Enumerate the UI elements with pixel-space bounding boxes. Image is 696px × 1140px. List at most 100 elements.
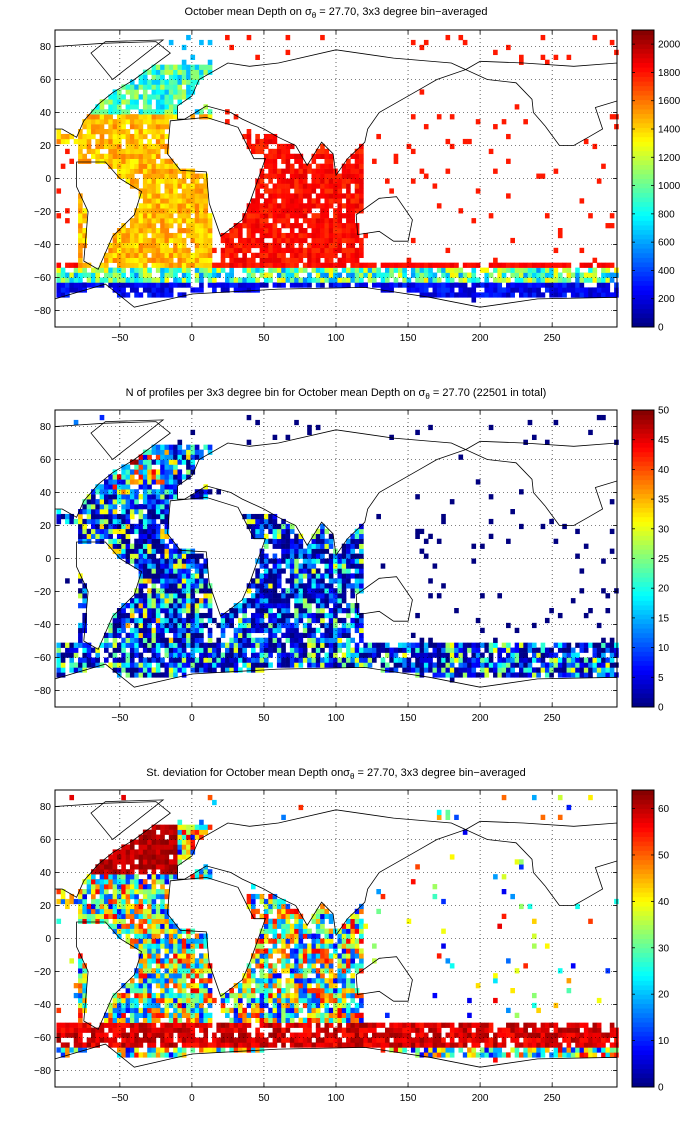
data-cell (289, 553, 295, 559)
data-cell (328, 173, 334, 179)
data-cell (151, 859, 157, 865)
data-cell (432, 662, 438, 668)
data-cell (246, 133, 252, 140)
data-cell (138, 464, 144, 470)
data-cell (294, 647, 299, 653)
data-cell (315, 608, 321, 614)
data-cell (112, 89, 118, 95)
data-cell (272, 282, 278, 288)
data-cell (147, 983, 152, 989)
data-cell (562, 262, 567, 268)
data-cell (99, 119, 105, 125)
data-cell (65, 642, 70, 648)
data-cell (112, 647, 118, 653)
data-cell (168, 1037, 174, 1043)
data-cell (164, 69, 170, 75)
data-cell (276, 528, 282, 535)
data-cell (142, 133, 148, 140)
data-cell (186, 267, 191, 273)
data-cell (324, 267, 330, 273)
data-cell (168, 444, 174, 450)
data-cell (181, 69, 187, 75)
data-cell (186, 548, 191, 554)
data-cell (242, 637, 247, 643)
data-cell (138, 622, 144, 629)
data-cell (155, 523, 161, 530)
data-cell (255, 583, 260, 589)
data-cell (168, 104, 174, 110)
data-cell (125, 632, 131, 638)
data-cell (164, 143, 170, 150)
data-cell (125, 173, 131, 179)
data-cell (69, 667, 75, 673)
data-cell (320, 598, 325, 604)
data-cell (177, 178, 183, 184)
data-cell (121, 908, 126, 915)
data-cell (289, 213, 295, 219)
data-cell (181, 203, 187, 209)
data-cell (436, 647, 442, 653)
colorbar (631, 409, 655, 708)
data-cell (272, 228, 278, 234)
panel-depth: October mean Depth on σθ = 27.70, 3x3 de… (0, 0, 696, 380)
data-cell (354, 153, 360, 159)
data-cell (454, 657, 459, 663)
data-cell (142, 89, 148, 95)
data-cell (69, 272, 75, 278)
data-cell (116, 148, 122, 155)
data-cell (108, 277, 113, 283)
data-cell (397, 657, 403, 663)
data-cell (125, 499, 131, 505)
data-cell (225, 617, 230, 624)
data-cell (125, 1042, 131, 1048)
data-cell (125, 553, 131, 559)
data-cell (484, 667, 490, 673)
data-cell (190, 64, 196, 70)
data-cell (354, 188, 360, 194)
data-cell (350, 608, 356, 614)
data-cell (255, 528, 260, 535)
data-cell (333, 593, 338, 599)
data-cell (129, 839, 135, 845)
data-cell (134, 864, 139, 870)
data-cell (181, 642, 187, 648)
data-cell (359, 173, 364, 179)
data-cell (134, 153, 139, 159)
data-cell (69, 642, 75, 648)
data-cell (160, 988, 165, 994)
data-cell (471, 667, 477, 673)
data-cell (190, 444, 196, 450)
data-cell (147, 198, 152, 204)
data-cell (609, 667, 615, 673)
data-cell (186, 573, 191, 579)
data-cell (311, 583, 317, 589)
data-cell (173, 603, 178, 609)
data-cell (164, 183, 170, 189)
data-cell (160, 267, 165, 273)
data-cell (285, 232, 291, 239)
data-cell (298, 598, 304, 604)
data-cell (65, 898, 70, 905)
data-cell (514, 277, 520, 283)
data-cell (410, 262, 416, 268)
data-cell (203, 114, 209, 120)
data-cell (69, 898, 75, 905)
data-cell (125, 1002, 131, 1009)
data-cell (78, 983, 83, 989)
data-cell (523, 292, 528, 298)
data-cell (225, 277, 230, 283)
data-cell (168, 637, 174, 643)
data-cell (108, 1037, 113, 1043)
data-cell (199, 617, 204, 624)
data-cell (536, 277, 541, 283)
data-cell (121, 652, 126, 658)
data-cell (324, 247, 330, 254)
data-cell (151, 143, 157, 150)
data-cell (268, 627, 273, 634)
data-cell (116, 662, 122, 668)
data-cell (220, 267, 226, 273)
data-cell (151, 489, 157, 495)
data-cell (99, 489, 105, 495)
data-cell (272, 642, 278, 648)
data-cell (506, 292, 511, 298)
